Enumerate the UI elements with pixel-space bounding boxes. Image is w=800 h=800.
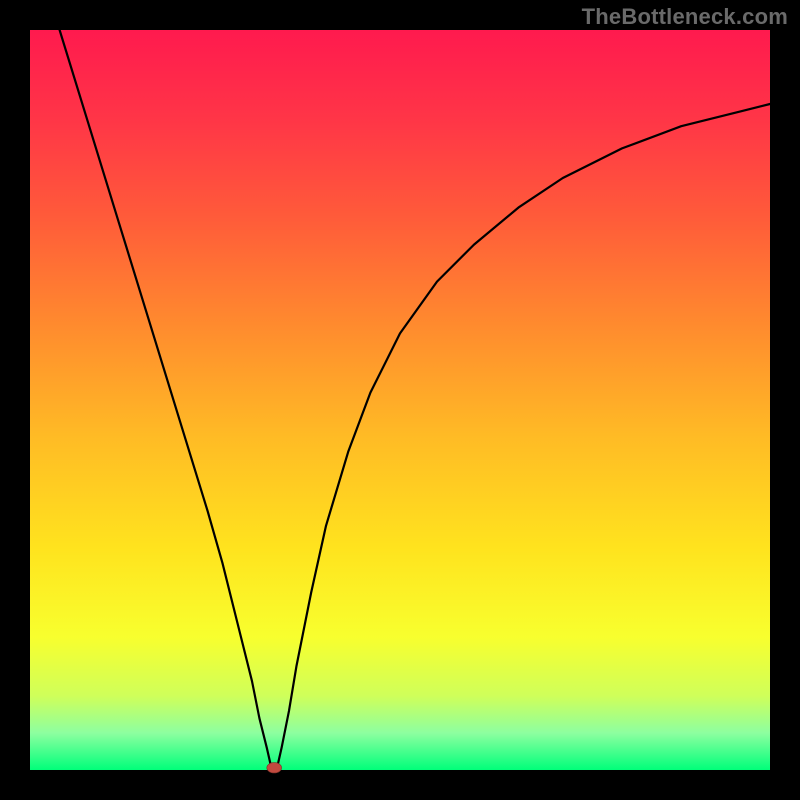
plot-background [30,30,770,770]
optimal-point-marker [267,763,282,773]
bottleneck-chart [0,0,800,800]
chart-container: TheBottleneck.com [0,0,800,800]
watermark-text: TheBottleneck.com [582,4,788,30]
